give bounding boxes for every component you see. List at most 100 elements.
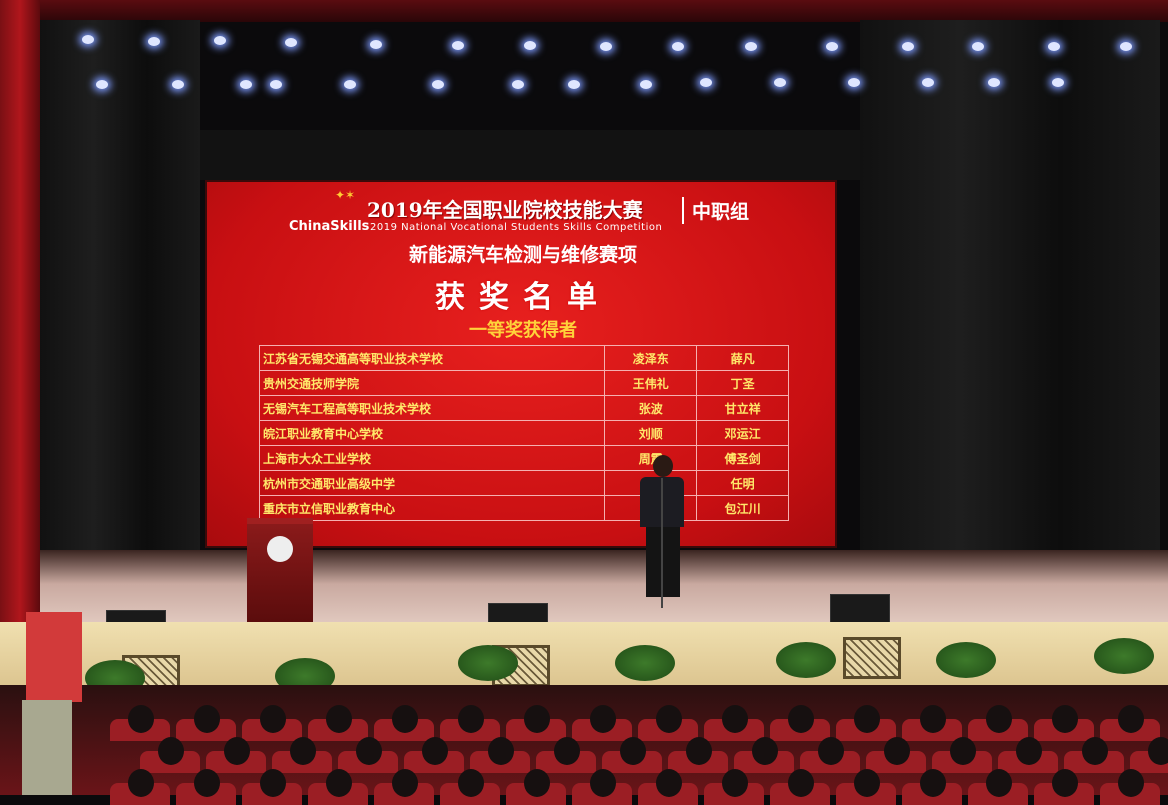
winner-name1: 王伟礼 [604,370,698,396]
winner-name1: 凌泽东 [604,345,698,371]
cameraman-legs [22,700,72,795]
spotlight [640,80,652,89]
audience-head [752,737,778,765]
competition-title-en: 2019 National Vocational Students Skills… [370,222,663,233]
winner-row: 无锡汽车工程高等职业技术学校 张波 甘立祥 [258,395,789,421]
spotlight [774,78,786,87]
audience-head [920,705,946,733]
audience-head [356,737,382,765]
audience-head [488,737,514,765]
audience-head [524,769,550,797]
audience-head [392,769,418,797]
award-level: 一等奖获得者 [469,320,577,341]
event-title: 新能源汽车检测与维修赛项 [408,244,637,266]
audience-head [818,737,844,765]
spotlight [922,78,934,87]
audience-head [686,737,712,765]
audience-head [422,737,448,765]
spotlight [848,78,860,87]
lattice-window [843,637,901,679]
stage-floor [40,550,1168,635]
winner-name2: 邓运江 [696,420,789,446]
potted-plant [458,645,518,681]
audience-head [128,705,154,733]
winner-school: 无锡汽车工程高等职业技术学校 [258,395,606,421]
spotlight [240,80,252,89]
spotlight [452,41,464,50]
winner-row: 重庆市立信职业教育中心刘包江川 [258,495,789,521]
audience-head [260,705,286,733]
potted-plant [1094,638,1154,674]
star-logo-icon: ✦✶ [335,188,356,202]
spotlight [214,36,226,45]
audience-head [554,737,580,765]
winner-name2: 包江川 [696,495,789,521]
audience-head [194,705,220,733]
audience-head [656,705,682,733]
winners-heading: 获奖名单 [435,280,611,315]
audience-head [854,769,880,797]
spotlight [826,42,838,51]
winner-school: 贵州交通技师学院 [258,370,606,396]
audience-head [524,705,550,733]
group-label: 中职组 [682,197,749,224]
audience-head [722,705,748,733]
audience-head [656,769,682,797]
potted-plant [936,642,996,678]
audience-head [194,769,220,797]
audience-head [290,737,316,765]
spotlight [344,80,356,89]
spotlight [285,38,297,47]
winner-school: 重庆市立信职业教育中心 [258,495,606,521]
spotlight [148,37,160,46]
audience-head [128,769,154,797]
audience-head [854,705,880,733]
spotlight [96,80,108,89]
audience-head [1118,769,1144,797]
audience-head [458,769,484,797]
audience-head [986,769,1012,797]
audience-head [458,705,484,733]
podium [247,518,313,624]
winner-name1: 张波 [604,395,698,421]
winner-row: 贵州交通技师学院 王伟礼 丁圣 [258,370,789,396]
spotlight [902,42,914,51]
led-screen: ✦✶ ChinaSkills 2019年全国职业院校技能大赛 中职组 2019 … [205,180,837,548]
truss [200,130,860,180]
speaker-person [640,455,686,605]
audience-head [884,737,910,765]
spotlight [1052,78,1064,87]
spotlight [600,42,612,51]
red-curtain-left [0,0,40,640]
spotlight [700,78,712,87]
spotlight [524,41,536,50]
spotlight [270,80,282,89]
spotlight [568,80,580,89]
spotlight [745,42,757,51]
chinaskills-logo: ChinaSkills [289,219,370,234]
winner-row: 杭州市交通职业高级中学商任明 [258,470,789,496]
audience-head [1016,737,1042,765]
winner-school: 上海市大众工业学校 [258,445,606,471]
audience-head [788,769,814,797]
spotlight [512,80,524,89]
spotlight [972,42,984,51]
audience-head [260,769,286,797]
winners-table: 江苏省无锡交通高等职业技术学校 凌泽东 薛凡 贵州交通技师学院 王伟礼 丁圣 无锡汽车工程高… [258,345,789,521]
audience-head [788,705,814,733]
audience-head [722,769,748,797]
audience-head [1082,737,1108,765]
winner-name2: 甘立祥 [696,395,789,421]
curtain-valance [0,0,1168,22]
winner-row: 皖江职业教育中心学校 刘顺 邓运江 [258,420,789,446]
winner-row: 上海市大众工业学校 周震 傅圣剑 [258,445,789,471]
audience-head [326,705,352,733]
winner-name2: 丁圣 [696,370,789,396]
competition-title: 2019年全国职业院校技能大赛 [367,198,643,222]
potted-plant [776,642,836,678]
audience-head [620,737,646,765]
audience-head [1052,705,1078,733]
spotlight [432,80,444,89]
spotlight [370,40,382,49]
spotlight [988,78,1000,87]
